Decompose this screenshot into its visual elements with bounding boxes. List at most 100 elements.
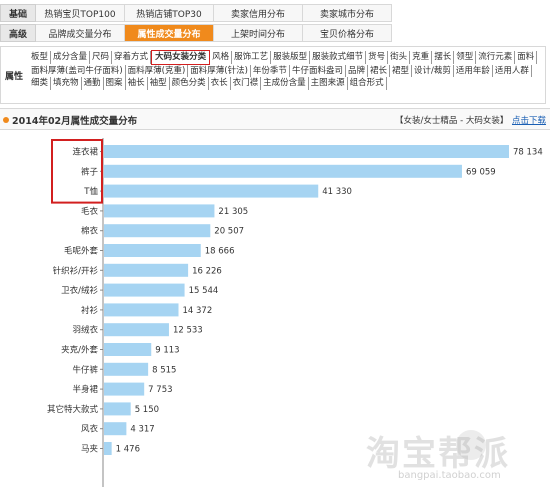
attribute-item[interactable]: 图案 xyxy=(104,77,126,90)
bar[interactable] xyxy=(104,303,179,317)
bar[interactable] xyxy=(104,402,131,416)
attribute-item[interactable]: 货号 xyxy=(366,51,389,64)
attribute-item[interactable]: 服装版型 xyxy=(271,51,311,64)
nav-row-label: 基础 xyxy=(0,4,36,22)
highlight-box xyxy=(51,139,103,204)
attribute-item[interactable]: 袖型 xyxy=(148,77,170,90)
attribute-item[interactable]: 品牌 xyxy=(346,64,368,77)
category-label: 半身裙 xyxy=(72,384,98,395)
bar[interactable] xyxy=(104,382,145,396)
category-label: 马夹 xyxy=(81,444,99,455)
bar[interactable] xyxy=(104,362,149,376)
attribute-item[interactable]: 面料厚薄(克重) xyxy=(126,64,189,77)
value-label: 9 113 xyxy=(155,346,179,356)
section-header: 2014年02月属性成交量分布 【女装/女士精品 - 大码女装】 点击下载 xyxy=(0,108,550,130)
attribute-item[interactable]: 组合形式 xyxy=(348,77,387,90)
nav-row-label: 高级 xyxy=(0,24,36,42)
category-label: 卫衣/绒衫 xyxy=(61,285,98,296)
attribute-panel: 属性 板型 成分含量 尺码 穿着方式 大码女装分类 风格 服饰工艺 服装版型 服装款式细节 货号街… xyxy=(0,46,546,104)
category-label: 毛衣 xyxy=(81,206,99,217)
attribute-item[interactable]: 穿着方式 xyxy=(112,51,152,64)
value-label: 14 372 xyxy=(182,306,212,316)
category-label: 针织衫/开衫 xyxy=(53,265,99,276)
nav-tab[interactable]: 宝贝价格分布 xyxy=(303,24,392,42)
bar[interactable] xyxy=(104,422,127,436)
attribute-item[interactable]: 流行元素 xyxy=(476,51,516,64)
attribute-item[interactable]: 颜色分类 xyxy=(170,77,209,90)
value-label: 69 059 xyxy=(466,167,496,177)
attribute-item[interactable]: 设计/裁剪 xyxy=(412,64,454,77)
value-label: 8 515 xyxy=(152,365,176,375)
nav-tab[interactable]: 卖家信用分布 xyxy=(214,4,303,22)
category-label: T恤 xyxy=(83,186,98,197)
bar[interactable] xyxy=(104,283,185,297)
attribute-panel-label: 属性 xyxy=(4,71,23,82)
bar[interactable] xyxy=(104,145,509,158)
nav-tab[interactable]: 品牌成交量分布 xyxy=(36,24,125,42)
attribute-item[interactable]: 成分含量 xyxy=(51,51,91,64)
attribute-item[interactable]: 尺码 xyxy=(90,51,113,64)
attribute-item[interactable]: 通勤 xyxy=(82,77,104,90)
attribute-item[interactable]: 摆长 xyxy=(432,51,455,64)
attribute-item[interactable]: 面料厚薄(针法) xyxy=(188,64,251,77)
nav-tab[interactable]: 属性成交量分布 xyxy=(125,24,214,42)
attribute-item[interactable]: 面料厚薄(盖司牛仔面料) xyxy=(29,64,126,77)
value-label: 4 317 xyxy=(130,425,154,435)
bar[interactable] xyxy=(104,224,211,238)
nav-tab[interactable]: 热销店铺TOP30 xyxy=(125,4,214,22)
attribute-item[interactable]: 主成份含量 xyxy=(261,77,309,90)
attribute-item[interactable]: 填充物 xyxy=(51,77,82,90)
bullet-icon xyxy=(3,117,9,123)
attribute-item[interactable]: 适用人群 xyxy=(493,64,532,77)
attribute-item[interactable]: 袖长 xyxy=(126,77,148,90)
bar[interactable] xyxy=(104,164,462,178)
attribute-item[interactable]: 衣长 xyxy=(209,77,231,90)
attribute-item[interactable]: 克重 xyxy=(410,51,433,64)
bar[interactable] xyxy=(104,263,189,277)
bar[interactable] xyxy=(104,204,215,218)
category-label: 毛呢外套 xyxy=(64,246,99,257)
attribute-item[interactable]: 板型 xyxy=(29,51,52,64)
bar[interactable] xyxy=(104,323,169,337)
category-label: 棉衣 xyxy=(81,226,99,237)
value-label: 16 226 xyxy=(192,266,222,276)
attribute-list: 板型 成分含量 尺码 穿着方式 大码女装分类 风格 服饰工艺 服装版型 服装款式细节 货号 街头 克重… xyxy=(29,50,545,90)
bar[interactable] xyxy=(104,442,112,455)
nav-tab[interactable]: 上架时间分布 xyxy=(214,24,303,42)
attribute-item[interactable]: 大码女装分类 xyxy=(151,50,211,65)
category-label: 裤子 xyxy=(81,166,99,177)
attribute-item[interactable]: 主图来源 xyxy=(309,77,348,90)
nav-tab[interactable]: 卖家城市分布 xyxy=(303,4,392,22)
download-link[interactable]: 点击下载 xyxy=(512,116,547,126)
attribute-item[interactable]: 领型 xyxy=(454,51,477,64)
attribute-item[interactable]: 街头 xyxy=(388,51,411,64)
nav-row-advanced: 高级 品牌成交量分布 属性成交量分布 上架时间分布 宝贝价格分布 xyxy=(0,24,392,42)
attribute-item[interactable]: 服饰工艺 xyxy=(232,51,272,64)
attribute-item[interactable]: 适用年龄 xyxy=(454,64,493,77)
attribute-item[interactable]: 牛仔面料盎司 xyxy=(290,64,346,77)
category-label: 风衣 xyxy=(81,424,99,435)
attribute-item[interactable]: 裙长 xyxy=(368,64,390,77)
category-label: 夹克/外套 xyxy=(61,345,98,356)
attribute-item[interactable]: 裙型 xyxy=(390,64,412,77)
nav-tab[interactable]: 热销宝贝TOP100 xyxy=(36,4,125,22)
value-label: 41 330 xyxy=(322,187,352,197)
section-title: 2014年02月属性成交量分布 xyxy=(12,116,138,127)
attribute-item[interactable]: 服装款式细节 xyxy=(310,51,367,64)
category-label: 衬衫 xyxy=(81,305,99,316)
value-label: 18 666 xyxy=(205,247,235,257)
nav-row-basic: 基础 热销宝贝TOP100 热销店铺TOP30 卖家信用分布 卖家城市分布 xyxy=(0,4,392,22)
bar[interactable] xyxy=(104,184,319,198)
bar[interactable] xyxy=(104,244,201,257)
value-label: 12 533 xyxy=(173,326,203,336)
attribute-item[interactable]: 细类 xyxy=(29,77,52,90)
value-label: 1 476 xyxy=(116,445,140,455)
attribute-item[interactable]: 年份季节 xyxy=(251,64,290,77)
attribute-item[interactable]: 面料 xyxy=(515,51,538,64)
category-label: 其它特大款式 xyxy=(47,404,99,415)
category-label: 连衣裙 xyxy=(72,147,98,158)
attribute-item[interactable]: 风格 xyxy=(210,51,233,64)
attribute-item[interactable]: 衣门襟 xyxy=(231,77,262,90)
attribute-bar-chart: 连衣裙 78 134 裤子 69 059 T恤 41 330 毛衣 21 305 棉衣 20 50… xyxy=(47,138,543,487)
bar[interactable] xyxy=(104,343,152,356)
